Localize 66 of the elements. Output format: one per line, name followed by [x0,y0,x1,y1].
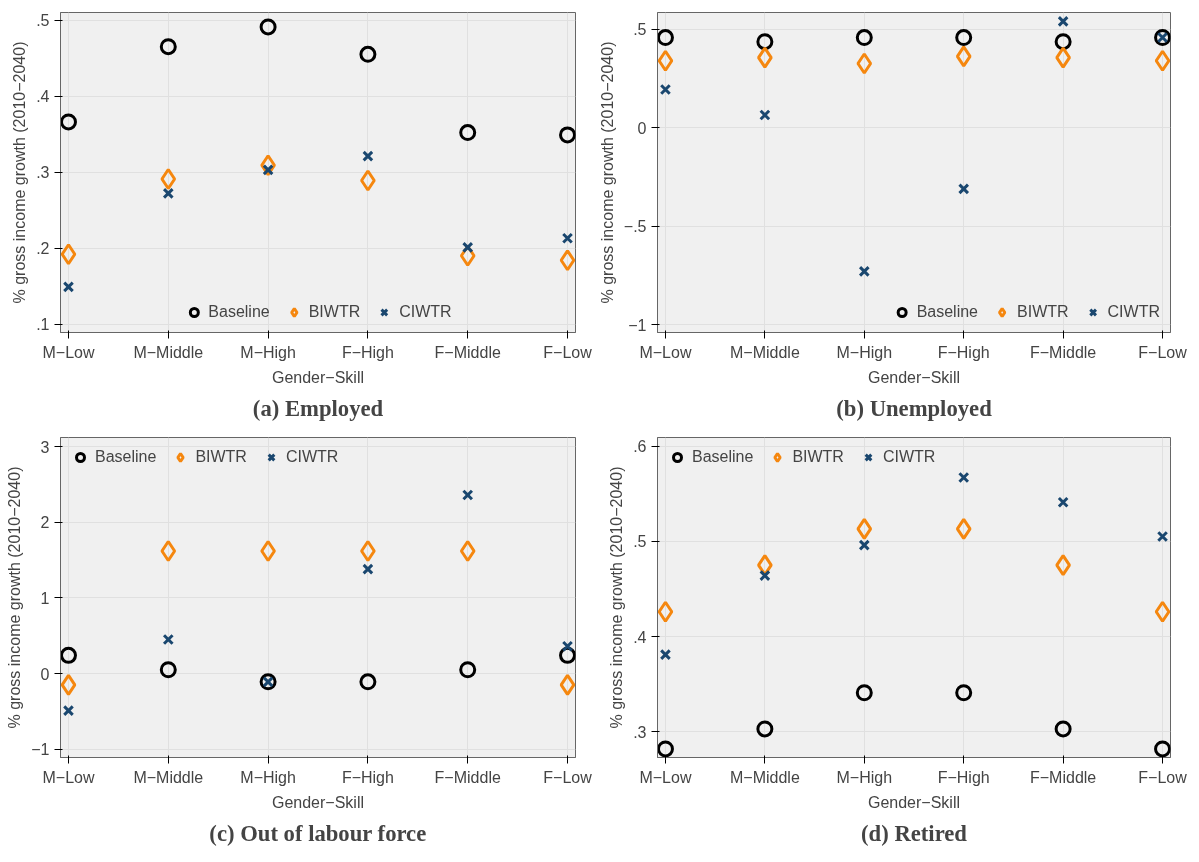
y-axis-title: % gross income growth (2010−2040) [11,41,29,304]
y-tick-label: −.5 [623,218,647,236]
y-tick-label: .1 [36,316,50,334]
x-tick-label: M−High [836,768,893,786]
x-tick-label: F−Low [543,768,593,786]
x-tick-label: M−Middle [133,768,204,786]
y-tick-label: .2 [36,240,50,258]
x-tick-label: M−High [836,343,893,361]
x-axis-title: Gender−Skill [867,793,961,811]
legend-label: CIWTR [882,448,936,466]
x-tick-label: M−Low [639,768,692,786]
legend-label: BIWTR [195,448,247,466]
x-tick-label: M−High [240,768,296,786]
x-tick-label: M−Middle [729,768,800,786]
x-tick-label: M−Middle [729,343,800,361]
text: (a) Employed [252,395,384,421]
x-tick-label: F−High [937,343,990,361]
x-tick-label: F−Middle [1030,768,1097,786]
x-tick-label: F−Middle [434,343,501,361]
legend-label: CIWTR [285,448,339,466]
x-tick-label: F−High [341,343,394,361]
y-tick-label: −1 [31,741,50,759]
legend-label: Baseline [692,448,754,466]
legend-label: CIWTR [399,303,452,321]
text: (b) Unemployed [836,395,993,421]
x-axis-title: Gender−Skill [271,368,365,386]
text: (d) Retired [861,820,968,846]
y-tick-label: −1 [628,316,647,334]
y-tick-label: 1 [40,589,50,607]
x-tick-label: F−High [937,768,990,786]
legend-label: Baseline [916,303,979,321]
y-axis-title: % gross income growth (2010−2040) [598,41,616,304]
x-tick-label: M−Low [42,343,95,361]
legend-label: BIWTR [1017,303,1069,321]
y-tick-label: .6 [633,438,647,456]
x-tick-label: F−High [341,768,394,786]
x-tick-label: F−Middle [1030,343,1097,361]
y-tick-label: 0 [637,119,647,137]
y-tick-label: .4 [36,88,50,106]
x-tick-label: M−High [240,343,296,361]
x-tick-label: M−Low [42,768,95,786]
y-tick-label: 0 [40,665,50,683]
y-tick-label: 3 [40,438,50,456]
x-tick-label: F−Middle [434,768,501,786]
x-tick-label: F−Low [543,343,593,361]
legend-label: Baseline [208,303,270,321]
legend-label: BIWTR [308,303,361,321]
x-axis-title: Gender−Skill [867,368,961,386]
y-tick-label: .4 [633,628,647,646]
legend-label: CIWTR [1107,303,1160,321]
y-tick-label: .5 [36,12,50,30]
y-tick-label: .3 [633,723,647,741]
y-tick-label: .3 [36,164,50,182]
y-axis-title: % gross income growth (2010−2040) [608,466,626,729]
x-tick-label: M−Middle [133,343,204,361]
y-axis-title: % gross income growth (2010−2040) [6,466,24,729]
text: (c) Out of labour force [209,820,427,846]
x-tick-label: M−Low [639,343,692,361]
x-tick-label: F−Low [1138,343,1188,361]
x-axis-title: Gender−Skill [271,793,365,811]
y-tick-label: .5 [633,21,647,39]
x-tick-label: F−Low [1138,768,1188,786]
legend-label: Baseline [95,448,157,466]
y-tick-label: .5 [633,533,647,551]
y-tick-label: 2 [40,514,50,532]
legend-label: BIWTR [792,448,844,466]
